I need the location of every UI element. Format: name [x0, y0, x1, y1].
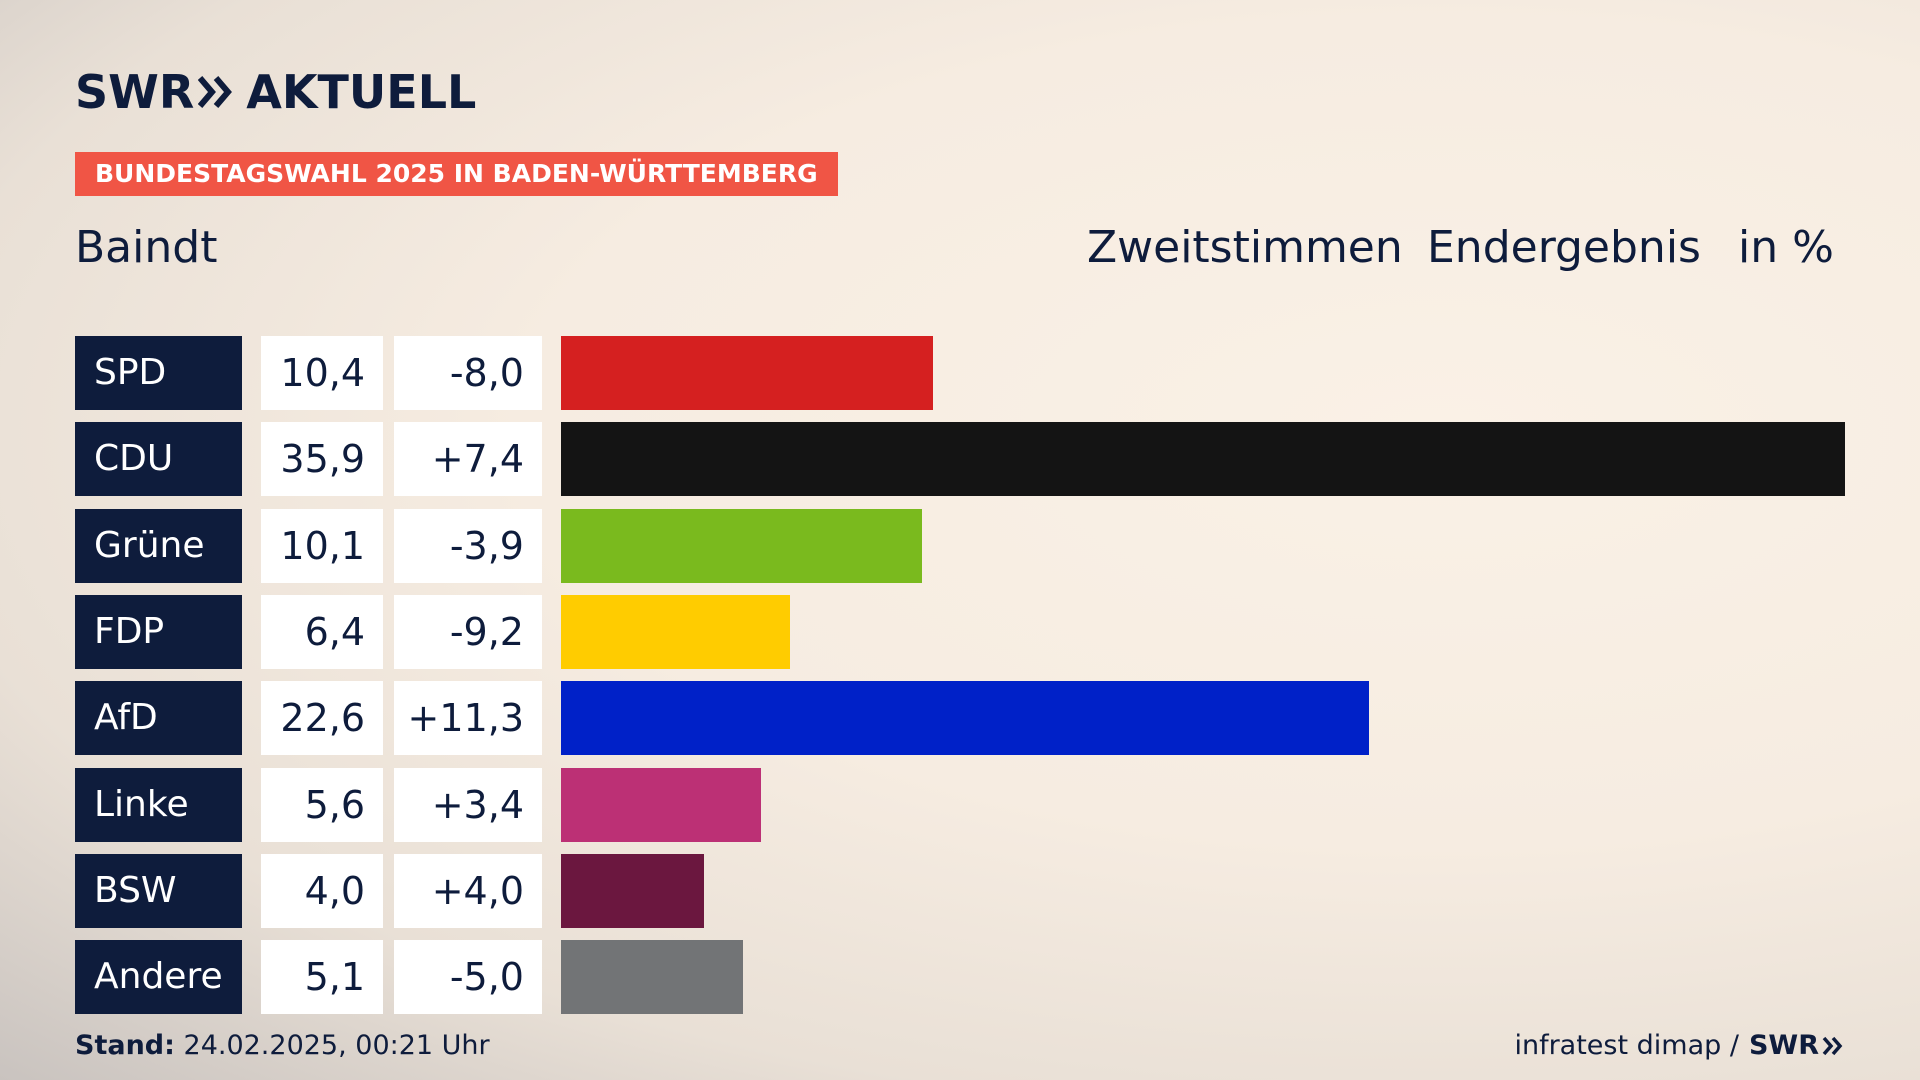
result-bar — [561, 854, 704, 928]
party-label: BSW — [75, 854, 242, 928]
source-text: infratest dimap / — [1514, 1030, 1739, 1061]
chart-row: Linke 5,6 +3,4 — [75, 768, 1845, 842]
chart-row: Grüne 10,1 -3,9 — [75, 509, 1845, 583]
change-label: +3,4 — [394, 768, 542, 842]
party-label: AfD — [75, 681, 242, 755]
vote-share-label: 10,1 — [261, 509, 383, 583]
change-label: -9,2 — [394, 595, 542, 669]
vote-share-label: 6,4 — [261, 595, 383, 669]
vote-share-label: 22,6 — [261, 681, 383, 755]
chart-row: BSW 4,0 +4,0 — [75, 854, 1845, 928]
result-bar — [561, 681, 1369, 755]
footer-swr-logo: SWR — [1749, 1030, 1844, 1061]
change-label: +4,0 — [394, 854, 542, 928]
header-zweitstimmen: Zweitstimmen — [1087, 222, 1403, 273]
header-unit: in % — [1738, 222, 1834, 273]
stand-value: 24.02.2025, 00:21 Uhr — [183, 1030, 490, 1061]
chevron-right-icon — [198, 75, 234, 109]
result-bar — [561, 336, 933, 410]
place-title: Baindt — [75, 222, 218, 273]
stand-label: Stand: — [75, 1030, 175, 1061]
logo-swr-text: SWR — [75, 65, 195, 119]
chart-row: CDU 35,9 +7,4 — [75, 422, 1845, 496]
change-label: -5,0 — [394, 940, 542, 1014]
vote-share-label: 5,1 — [261, 940, 383, 1014]
change-label: -3,9 — [394, 509, 542, 583]
party-label: CDU — [75, 422, 242, 496]
vote-share-label: 4,0 — [261, 854, 383, 928]
result-bar — [561, 940, 743, 1014]
vote-share-label: 35,9 — [261, 422, 383, 496]
vote-share-label: 5,6 — [261, 768, 383, 842]
chart-row: SPD 10,4 -8,0 — [75, 336, 1845, 410]
chart-row: FDP 6,4 -9,2 — [75, 595, 1845, 669]
party-label: FDP — [75, 595, 242, 669]
footer-chevron-icon — [1822, 1036, 1843, 1055]
result-bar — [561, 595, 790, 669]
vote-share-label: 10,4 — [261, 336, 383, 410]
result-bar — [561, 768, 761, 842]
chart-row: AfD 22,6 +11,3 — [75, 681, 1845, 755]
header-endergebnis: Endergebnis — [1427, 222, 1701, 273]
swr-aktuell-logo: SWR AKTUELL — [75, 65, 477, 119]
footer-swr-text: SWR — [1748, 1030, 1819, 1061]
footer-stand: Stand: 24.02.2025, 00:21 Uhr — [75, 1030, 490, 1061]
party-label: Andere — [75, 940, 242, 1014]
change-label: -8,0 — [394, 336, 542, 410]
footer-source: infratest dimap / SWR — [1514, 1030, 1844, 1061]
chart-row: Andere 5,1 -5,0 — [75, 940, 1845, 1014]
change-label: +11,3 — [394, 681, 542, 755]
election-tag: BUNDESTAGSWAHL 2025 IN BADEN-WÜRTTEMBERG — [75, 152, 838, 196]
change-label: +7,4 — [394, 422, 542, 496]
party-label: Linke — [75, 768, 242, 842]
result-bar — [561, 509, 922, 583]
logo-aktuell-text: AKTUELL — [246, 65, 477, 119]
result-bar — [561, 422, 1845, 496]
party-label: SPD — [75, 336, 242, 410]
party-label: Grüne — [75, 509, 242, 583]
